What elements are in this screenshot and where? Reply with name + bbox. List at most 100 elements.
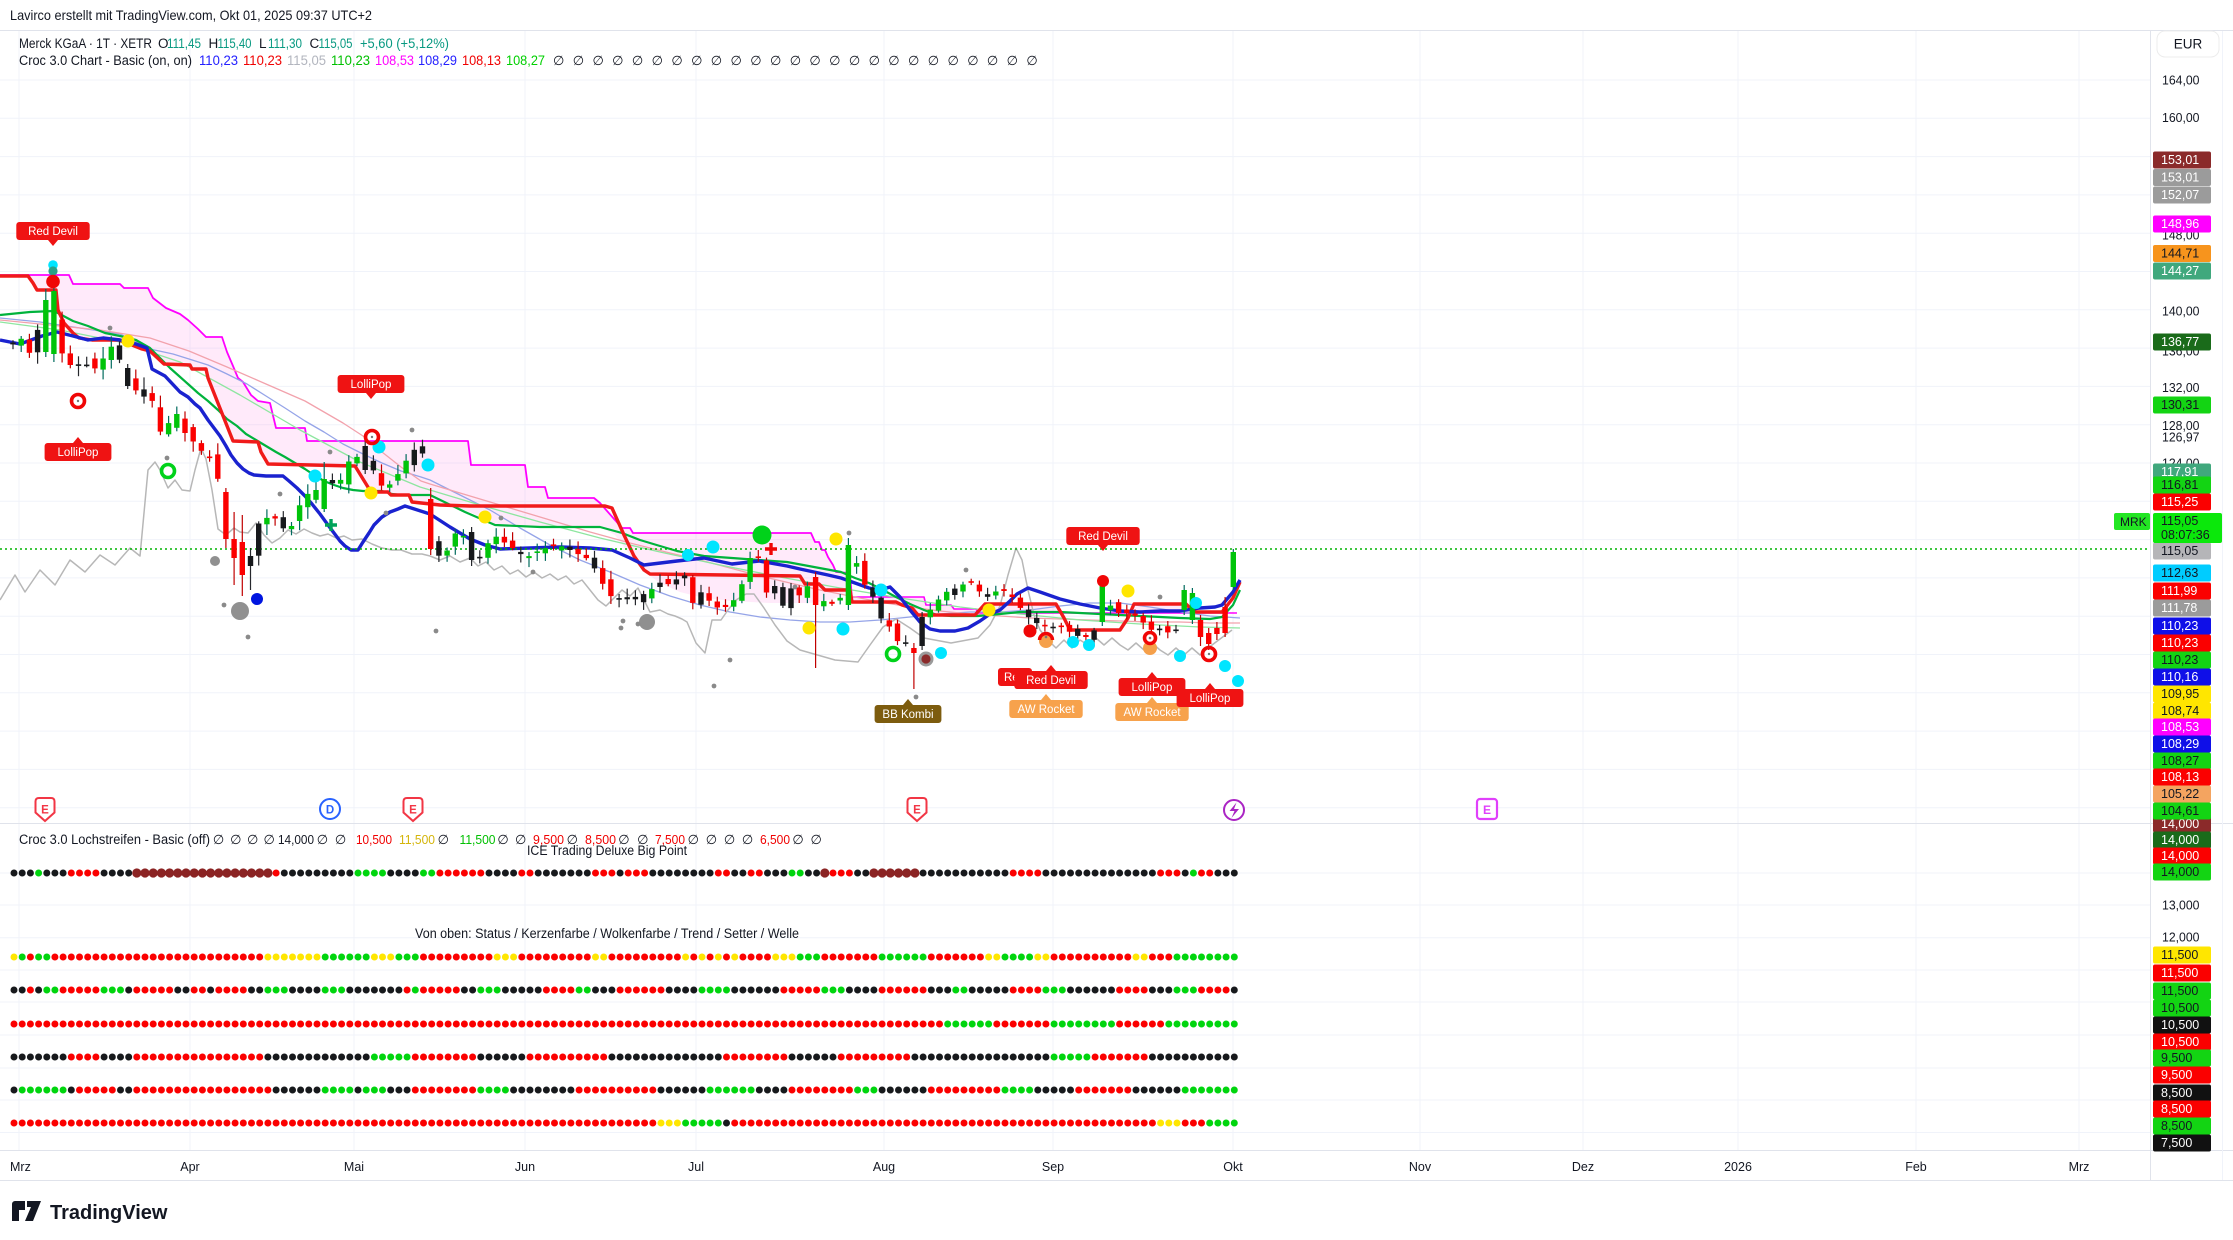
svg-text:Apr: Apr [180, 1160, 199, 1174]
svg-text:126,97: 126,97 [2162, 430, 2200, 445]
svg-text:∅: ∅ [742, 832, 753, 847]
svg-text:Red Devil: Red Devil [1026, 675, 1076, 687]
svg-text:110,23: 110,23 [2161, 619, 2198, 633]
svg-text:TradingView: TradingView [50, 1202, 168, 1224]
svg-text:D: D [326, 805, 334, 817]
svg-text:Okt: Okt [1223, 1160, 1243, 1174]
svg-text:H: H [209, 36, 219, 51]
svg-text:9,500: 9,500 [2161, 1068, 2192, 1082]
svg-text:LolliPop: LolliPop [351, 379, 392, 391]
svg-text:115,40: 115,40 [218, 36, 252, 51]
svg-text:∅: ∅ [706, 832, 717, 847]
svg-text:13,000: 13,000 [2162, 898, 2200, 913]
svg-text:∅: ∅ [688, 832, 699, 847]
svg-text:160,00: 160,00 [2162, 110, 2200, 125]
svg-text:MRK: MRK [2120, 515, 2147, 529]
svg-text:115,05: 115,05 [2161, 544, 2198, 558]
svg-text:∅: ∅ [335, 832, 346, 847]
svg-text:2026: 2026 [1724, 1160, 1752, 1174]
svg-text:11,500: 11,500 [2161, 948, 2198, 962]
svg-text:153,01: 153,01 [2161, 171, 2199, 185]
svg-text:EUR: EUR [2174, 37, 2203, 52]
svg-text:LolliPop: LolliPop [1132, 682, 1173, 694]
svg-text:10,500: 10,500 [2161, 1035, 2199, 1049]
svg-text:Mai: Mai [344, 1160, 364, 1174]
svg-text:104,61: 104,61 [2161, 804, 2199, 818]
svg-text:∅: ∅ [247, 832, 258, 847]
svg-text:10,500: 10,500 [2161, 1001, 2199, 1015]
svg-text:Von oben: Status / Kerzenfarbe: Von oben: Status / Kerzenfarbe / Wolkenf… [415, 926, 799, 941]
svg-text:140,00: 140,00 [2162, 304, 2200, 319]
svg-text:Mrz: Mrz [10, 1160, 31, 1174]
svg-text:108,53: 108,53 [2161, 720, 2199, 734]
svg-text:111,78: 111,78 [2161, 601, 2197, 615]
svg-text:115,25: 115,25 [2161, 495, 2198, 509]
svg-text:110,16: 110,16 [2161, 670, 2198, 684]
svg-text:115,05: 115,05 [319, 36, 353, 51]
svg-text:Merck KGaA · 1T · XETR: Merck KGaA · 1T · XETR [19, 36, 152, 51]
svg-text:111,30: 111,30 [268, 36, 302, 51]
svg-text:E: E [41, 805, 49, 817]
svg-text:144,27: 144,27 [2161, 264, 2199, 278]
svg-text:O: O [158, 36, 169, 51]
svg-text:14,000: 14,000 [2161, 865, 2199, 879]
svg-text:105,22: 105,22 [2161, 787, 2199, 801]
svg-text:108,29: 108,29 [418, 53, 457, 68]
svg-text:111,99: 111,99 [2161, 584, 2197, 598]
svg-text:Jun: Jun [515, 1160, 535, 1174]
svg-text:9,500: 9,500 [2161, 1051, 2192, 1065]
svg-text:Red Devil: Red Devil [1078, 531, 1128, 543]
svg-text:110,23: 110,23 [199, 53, 238, 68]
svg-text:∅: ∅ [792, 832, 803, 847]
svg-text:108,13: 108,13 [462, 53, 501, 68]
svg-text:E: E [1483, 803, 1491, 817]
svg-text:8,500: 8,500 [2161, 1086, 2192, 1100]
svg-text:128,00: 128,00 [2162, 418, 2200, 433]
svg-text:108,74: 108,74 [2161, 704, 2199, 718]
svg-text:Nov: Nov [1409, 1160, 1432, 1174]
svg-text:8,500: 8,500 [585, 832, 616, 847]
svg-text:Mrz: Mrz [2069, 1160, 2090, 1174]
svg-text:10,500: 10,500 [356, 832, 392, 847]
svg-text:∅: ∅ [567, 832, 578, 847]
svg-text:Croc 3.0 Lochstreifen - Basic: Croc 3.0 Lochstreifen - Basic (off) [19, 832, 210, 847]
svg-text:7,500: 7,500 [655, 832, 685, 847]
svg-text:10,500: 10,500 [2161, 1018, 2199, 1032]
svg-text:108,29: 108,29 [2161, 737, 2199, 751]
svg-text:C: C [310, 36, 320, 51]
svg-text:AW Rocket: AW Rocket [1123, 707, 1181, 719]
svg-text:11,500: 11,500 [2161, 984, 2198, 998]
svg-text:164,00: 164,00 [2162, 73, 2200, 88]
svg-text:∅∅∅∅∅∅∅∅∅∅∅∅∅∅∅∅∅∅∅∅∅∅∅∅∅: ∅∅∅∅∅∅∅∅∅∅∅∅∅∅∅∅∅∅∅∅∅∅∅∅∅ [553, 53, 1046, 68]
svg-text:14,000: 14,000 [2161, 849, 2199, 863]
svg-text:LolliPop: LolliPop [58, 447, 99, 459]
svg-text:L: L [259, 36, 267, 51]
svg-text:14,000: 14,000 [278, 832, 314, 847]
svg-text:∅: ∅ [637, 832, 648, 847]
svg-text:08:07:36: 08:07:36 [2161, 528, 2210, 542]
svg-text:ICE Trading Deluxe Big Point: ICE Trading Deluxe Big Point [527, 843, 687, 858]
svg-text:E: E [913, 805, 921, 817]
svg-text:116,81: 116,81 [2161, 478, 2198, 492]
svg-text:11,500: 11,500 [2161, 966, 2198, 980]
svg-text:∅: ∅ [497, 832, 508, 847]
svg-text:∅: ∅ [515, 832, 526, 847]
svg-text:153,01: 153,01 [2161, 153, 2199, 167]
svg-text:11,500: 11,500 [460, 832, 496, 847]
svg-text:108,53: 108,53 [375, 53, 414, 68]
svg-text:130,31: 130,31 [2161, 398, 2199, 412]
svg-text:+5,60 (+5,12%): +5,60 (+5,12%) [360, 36, 449, 51]
svg-text:109,95: 109,95 [2161, 687, 2199, 701]
svg-text:12,000: 12,000 [2162, 930, 2200, 945]
svg-text:148,96: 148,96 [2161, 217, 2199, 231]
svg-text:∅: ∅ [264, 832, 275, 847]
svg-text:AW Rocket: AW Rocket [1017, 704, 1075, 716]
svg-text:∅: ∅ [811, 832, 822, 847]
svg-text:Jul: Jul [688, 1160, 704, 1174]
svg-text:115,05: 115,05 [287, 53, 326, 68]
svg-text:14,000: 14,000 [2161, 833, 2199, 847]
svg-text:6,500: 6,500 [760, 832, 790, 847]
svg-text:11,500: 11,500 [399, 832, 435, 847]
svg-text:108,13: 108,13 [2161, 770, 2199, 784]
svg-text:E: E [409, 805, 417, 817]
